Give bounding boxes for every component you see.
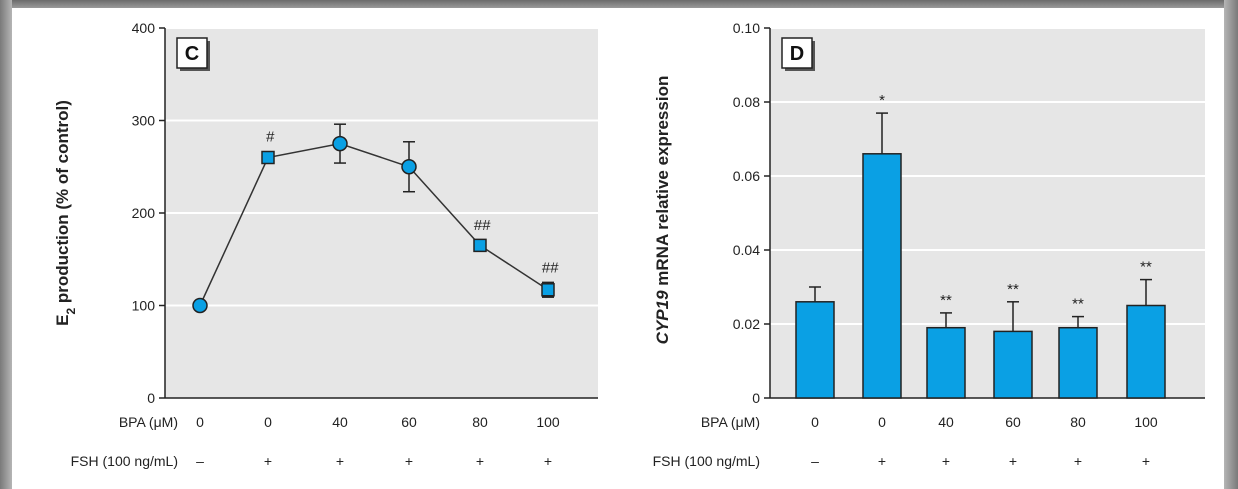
fsh-tick-label: + xyxy=(264,453,272,469)
bpa-tick-label: 100 xyxy=(1134,414,1158,430)
data-point xyxy=(401,159,417,175)
bpa-tick-label: 80 xyxy=(1070,414,1086,430)
bar xyxy=(926,326,966,399)
bpa-tick-label: 0 xyxy=(264,414,272,430)
significance-marker: ## xyxy=(474,217,491,234)
data-point xyxy=(541,283,555,297)
y-tick-label: 0.08 xyxy=(733,94,760,110)
y-axis-label-rest: mRNA relative expression xyxy=(653,76,672,291)
bar xyxy=(795,301,835,399)
y-tick-label: 100 xyxy=(132,298,156,314)
data-point xyxy=(332,135,348,152)
fsh-row-label: FSH (100 ng/mL) xyxy=(71,453,178,469)
fsh-tick-label: + xyxy=(476,453,484,469)
y-tick-label: 0.06 xyxy=(733,168,760,184)
window-frame-left xyxy=(0,0,12,489)
bpa-tick-label: 100 xyxy=(536,414,560,430)
fsh-tick-label: + xyxy=(1009,453,1017,469)
fsh-tick-label: + xyxy=(878,453,886,469)
bpa-tick-label: 80 xyxy=(472,414,488,430)
significance-marker: ** xyxy=(940,292,952,309)
bpa-tick-label: 60 xyxy=(1005,414,1021,430)
y-tick-label: 0.02 xyxy=(733,316,760,332)
y-tick-label: 300 xyxy=(132,113,156,129)
y-tick-label: 0.10 xyxy=(733,20,760,36)
y-axis-label-subscript: 2 xyxy=(64,308,78,315)
panel-label: C xyxy=(185,43,199,65)
window-frame-top xyxy=(0,0,1238,8)
fsh-row-label: FSH (100 ng/mL) xyxy=(653,453,760,469)
bpa-tick-label: 0 xyxy=(196,414,204,430)
bpa-row-label: BPA (μM) xyxy=(701,414,760,430)
significance-marker: ** xyxy=(1007,281,1019,298)
data-point xyxy=(261,150,275,165)
bpa-tick-label: 0 xyxy=(878,414,886,430)
significance-marker: ## xyxy=(542,259,559,276)
y-axis-label-rest: production (% of control) xyxy=(53,100,72,308)
series-line xyxy=(199,142,549,306)
data-point xyxy=(473,238,487,253)
y-axis-label-main: E xyxy=(53,315,72,326)
window-frame-right xyxy=(1224,0,1238,489)
fsh-tick-label: + xyxy=(405,453,413,469)
y-tick-label: 400 xyxy=(132,20,156,36)
y-tick-label: 0 xyxy=(147,390,155,406)
fsh-tick-label: + xyxy=(336,453,344,469)
bpa-tick-label: 60 xyxy=(401,414,417,430)
data-point xyxy=(192,297,208,314)
fsh-tick-label: + xyxy=(942,453,950,469)
bpa-row-label: BPA (μM) xyxy=(119,414,178,430)
fsh-tick-label: + xyxy=(1074,453,1082,469)
bpa-tick-label: 40 xyxy=(938,414,954,430)
bpa-tick-label: 40 xyxy=(332,414,348,430)
bar xyxy=(993,330,1033,399)
fsh-tick-label: – xyxy=(811,453,819,469)
panel-label-box xyxy=(781,37,813,69)
y-axis-label: CYP19 mRNA relative expression xyxy=(653,76,672,345)
significance-marker: ** xyxy=(1072,296,1084,313)
significance-marker: ** xyxy=(1140,259,1152,276)
y-tick-label: 0 xyxy=(752,390,760,406)
fsh-tick-label: – xyxy=(196,453,204,469)
fsh-tick-label: + xyxy=(1142,453,1150,469)
y-tick-label: 200 xyxy=(132,205,156,221)
y-axis-label: E2 production (% of control) xyxy=(53,100,78,326)
bar xyxy=(1126,304,1166,399)
panel-d: 0 0.02 0.04 0.06 0.08 0.10 CYP19 mRNA relative… xyxy=(653,20,1205,469)
fsh-tick-label: + xyxy=(544,453,552,469)
bpa-tick-label: 0 xyxy=(811,414,819,430)
bar xyxy=(1058,326,1098,399)
panel-label: D xyxy=(790,43,804,65)
significance-marker: # xyxy=(266,129,275,146)
panel-label-box xyxy=(176,37,208,69)
significance-marker: * xyxy=(879,92,885,109)
y-axis-label-gene: CYP19 xyxy=(653,290,672,344)
bar xyxy=(862,153,902,399)
y-tick-label: 0.04 xyxy=(733,242,760,258)
